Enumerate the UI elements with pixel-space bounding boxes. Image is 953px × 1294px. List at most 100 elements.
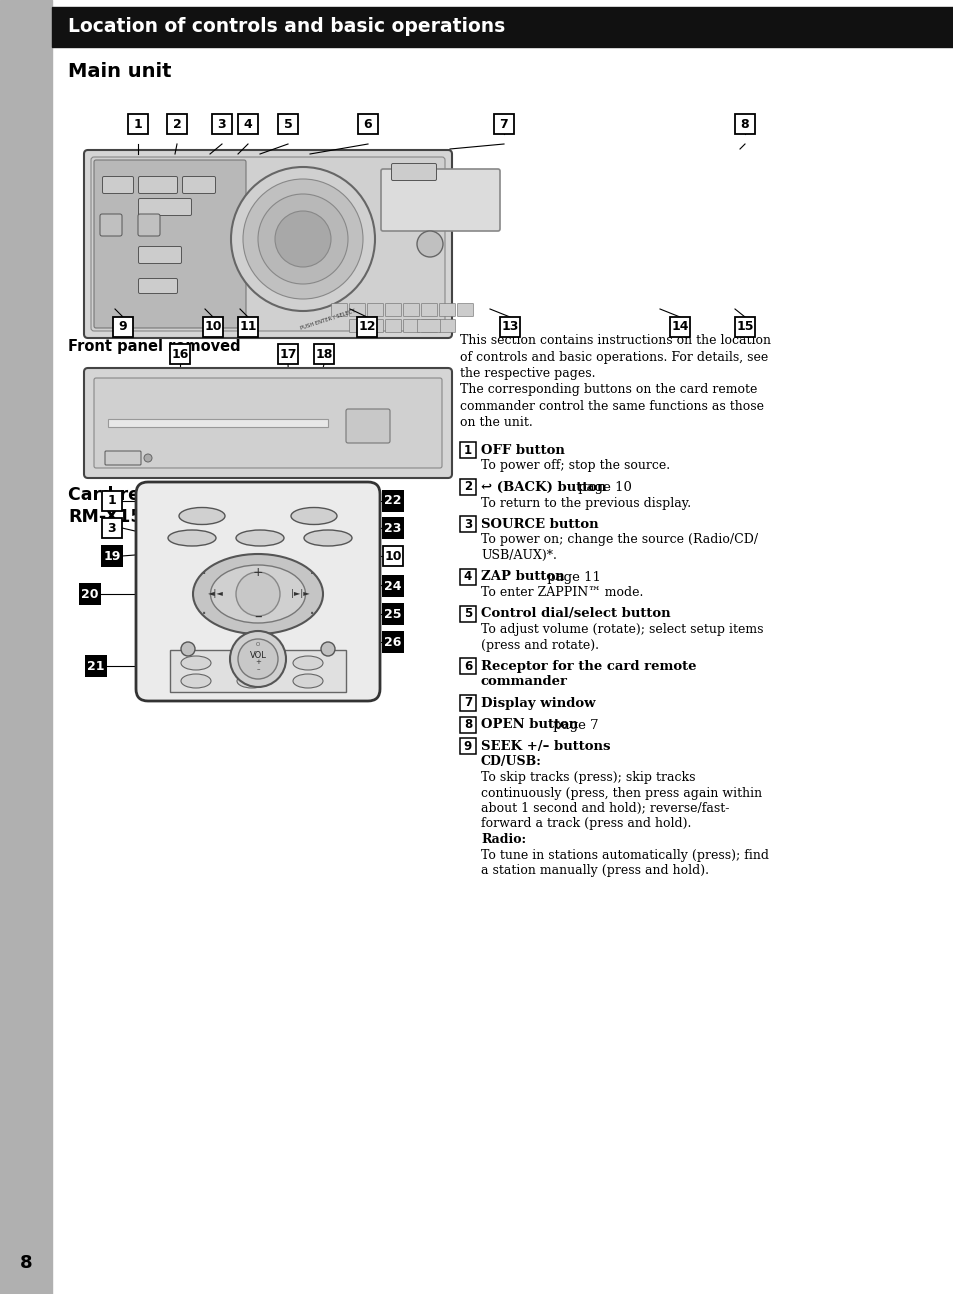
Text: PTY: PTY (335, 308, 343, 312)
Text: 8: 8 (20, 1254, 32, 1272)
Bar (459, 738, 476, 754)
Bar (277, 114, 297, 135)
Text: on the unit.: on the unit. (459, 417, 532, 430)
Text: ·: · (201, 604, 207, 624)
Text: 1: 1 (463, 444, 472, 457)
Text: ↩ (BACK) button: ↩ (BACK) button (480, 481, 606, 494)
Bar (459, 516, 476, 532)
Text: 8: 8 (463, 718, 472, 731)
Text: The corresponding buttons on the card remote: The corresponding buttons on the card re… (459, 383, 757, 396)
Text: SHUF: SHUF (406, 308, 416, 312)
Text: ZAP button: ZAP button (480, 571, 564, 584)
Bar (212, 114, 232, 135)
Text: 9: 9 (118, 321, 127, 334)
Text: 2: 2 (249, 659, 254, 668)
Text: 2: 2 (172, 118, 181, 131)
Ellipse shape (291, 507, 336, 524)
Text: Display window: Display window (480, 697, 595, 710)
Text: –: – (253, 608, 261, 624)
Text: of controls and basic operations. For details, see: of controls and basic operations. For de… (459, 351, 767, 364)
Text: RESET: RESET (114, 455, 132, 461)
Text: page 11: page 11 (542, 571, 600, 584)
Text: 19: 19 (103, 550, 121, 563)
Text: 4: 4 (193, 677, 198, 686)
FancyBboxPatch shape (138, 198, 192, 216)
Text: 7: 7 (463, 696, 472, 709)
Text: 3: 3 (392, 324, 395, 329)
Text: 11: 11 (239, 321, 256, 334)
Bar (459, 717, 476, 732)
Text: 1: 1 (355, 324, 358, 329)
Circle shape (235, 572, 280, 616)
FancyBboxPatch shape (385, 320, 401, 333)
Text: Control dial/select button: Control dial/select button (480, 607, 670, 621)
Text: 5: 5 (249, 677, 254, 686)
Ellipse shape (293, 656, 323, 670)
FancyBboxPatch shape (84, 150, 452, 338)
FancyBboxPatch shape (367, 304, 383, 317)
Text: |►|►: |►|► (291, 590, 309, 599)
Bar (459, 479, 476, 496)
Ellipse shape (293, 674, 323, 688)
Text: 7: 7 (499, 118, 508, 131)
FancyBboxPatch shape (331, 304, 347, 317)
Bar (237, 317, 257, 336)
Text: Card remote commander: Card remote commander (68, 487, 312, 503)
Text: 5: 5 (283, 118, 292, 131)
Ellipse shape (181, 674, 211, 688)
FancyBboxPatch shape (391, 163, 436, 180)
Ellipse shape (236, 674, 267, 688)
Circle shape (237, 639, 277, 679)
Bar (128, 114, 148, 135)
Bar (101, 545, 123, 567)
Text: 15: 15 (736, 321, 753, 334)
Text: Location of controls and basic operations: Location of controls and basic operation… (68, 18, 505, 36)
FancyBboxPatch shape (100, 214, 122, 236)
Text: 2: 2 (374, 324, 376, 329)
Bar (459, 443, 476, 458)
Bar (459, 568, 476, 585)
Bar (734, 317, 754, 336)
Ellipse shape (235, 531, 284, 546)
Text: 12: 12 (358, 321, 375, 334)
FancyBboxPatch shape (138, 278, 177, 294)
Text: 25: 25 (384, 607, 401, 621)
Text: AF/TA: AF/TA (352, 308, 363, 312)
Text: Radio:: Radio: (480, 833, 525, 846)
FancyBboxPatch shape (439, 320, 455, 333)
Text: OPEN button: OPEN button (480, 718, 578, 731)
Text: PUSH ENTER / SELECT: PUSH ENTER / SELECT (299, 308, 355, 330)
Text: AUX: AUX (424, 220, 436, 224)
FancyBboxPatch shape (346, 409, 390, 443)
Circle shape (144, 454, 152, 462)
Circle shape (181, 642, 194, 656)
Bar (459, 695, 476, 710)
Text: RM-X151: RM-X151 (68, 509, 154, 525)
Text: Main unit: Main unit (68, 62, 172, 82)
Text: SCRL: SCRL (298, 644, 317, 653)
Bar (203, 317, 223, 336)
Bar (381, 575, 403, 597)
Bar (459, 606, 476, 621)
Text: 2: 2 (463, 480, 472, 493)
Text: OFF: OFF (112, 182, 124, 188)
FancyBboxPatch shape (94, 160, 246, 327)
FancyBboxPatch shape (102, 176, 133, 194)
Bar (277, 344, 297, 364)
Text: 3: 3 (463, 518, 472, 531)
Text: To power on; change the source (Radio/CD/: To power on; change the source (Radio/CD… (480, 533, 758, 546)
FancyBboxPatch shape (367, 320, 383, 333)
Text: SEEK –: SEEK – (148, 283, 169, 289)
FancyBboxPatch shape (136, 481, 379, 701)
Text: SOURCE: SOURCE (177, 534, 206, 541)
Text: 6: 6 (445, 324, 449, 329)
Ellipse shape (236, 656, 267, 670)
Text: the respective pages.: the respective pages. (459, 367, 595, 380)
Text: continuously (press, then press again within: continuously (press, then press again wi… (480, 787, 761, 800)
Text: PAUSE: PAUSE (440, 308, 454, 312)
Text: 6: 6 (363, 118, 372, 131)
Circle shape (231, 167, 375, 311)
Text: MODE: MODE (151, 252, 170, 258)
Text: CD/USB:: CD/USB: (480, 756, 541, 769)
Text: 5: 5 (428, 324, 431, 329)
